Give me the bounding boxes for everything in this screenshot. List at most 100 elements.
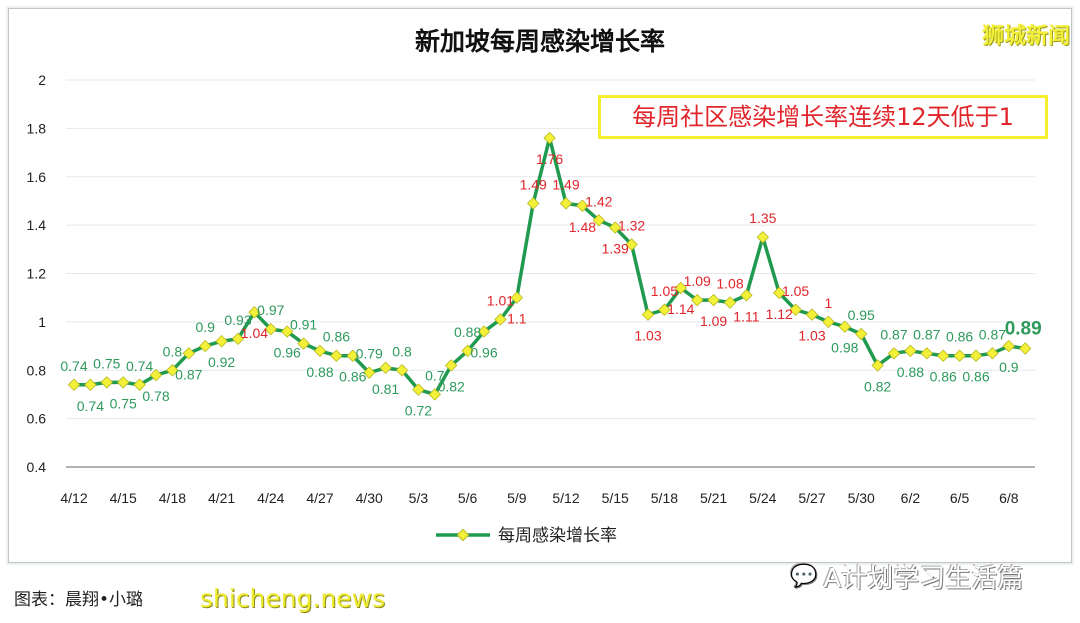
data-point [740, 289, 753, 302]
data-point [674, 281, 688, 295]
data-point [625, 238, 638, 251]
data-point [526, 197, 540, 210]
data-point [280, 325, 294, 338]
x-tick-label: 6/5 [950, 490, 970, 506]
data-point [133, 378, 146, 391]
data-point [313, 344, 327, 358]
data-label: 0.86 [339, 369, 366, 385]
data-point [510, 291, 524, 304]
data-label: 0.7 [425, 367, 445, 383]
data-point [576, 199, 589, 212]
x-tick-label: 5/27 [798, 490, 825, 506]
data-label: 1.14 [667, 301, 694, 317]
x-tick-label: 6/8 [999, 490, 1019, 506]
data-label: 1.08 [716, 276, 743, 292]
y-tick-label: 1 [38, 314, 46, 330]
data-label: 0.81 [372, 381, 399, 397]
data-point [838, 320, 852, 333]
wechat-icon: 💬 [790, 564, 818, 589]
y-tick-label: 2 [38, 72, 46, 88]
y-tick-label: 0.8 [27, 362, 47, 378]
data-point [395, 364, 409, 377]
data-label: 1.12 [766, 306, 793, 322]
data-point [772, 286, 786, 300]
data-label: 0.8 [163, 343, 183, 359]
data-label: 0.98 [831, 340, 858, 356]
x-tick-label: 4/21 [208, 490, 235, 506]
data-label: 1.42 [585, 193, 612, 209]
data-label: 0.86 [962, 369, 989, 385]
footer-credit: 图表：晨翔•小璐 [14, 590, 144, 610]
data-point [887, 347, 901, 360]
legend-label: 每周感染增长率 [498, 526, 617, 546]
data-point [477, 325, 491, 338]
data-label: 1.03 [634, 328, 661, 344]
data-label: 1.76 [536, 151, 563, 167]
data-point [789, 303, 802, 317]
data-label: 0.9 [999, 359, 1019, 375]
x-tick-label: 6/2 [901, 490, 921, 506]
data-label: 0.75 [110, 395, 137, 411]
data-point [592, 214, 606, 227]
data-label: 1.01 [487, 292, 514, 308]
data-label: 0.72 [405, 403, 432, 419]
data-label: 0.87 [913, 326, 940, 342]
data-label: 1.05 [782, 283, 809, 299]
data-point [428, 388, 442, 401]
data-point [412, 383, 425, 396]
data-label: 0.93 [224, 312, 251, 328]
data-point [756, 230, 770, 244]
data-point [67, 378, 81, 391]
data-label: 0.88 [454, 324, 481, 340]
data-label: 1.48 [569, 219, 596, 235]
data-label: 0.79 [356, 346, 383, 362]
data-point [690, 293, 704, 307]
data-label: 0.8 [392, 343, 412, 359]
data-label: 0.82 [864, 378, 891, 394]
data-label: 0.96 [274, 345, 301, 361]
x-tick-label: 4/24 [257, 490, 284, 506]
data-label: 1.11 [733, 308, 759, 324]
x-tick-label: 4/27 [306, 490, 333, 506]
data-label: 0.88 [897, 364, 924, 380]
data-point [346, 349, 360, 362]
data-label: 0.95 [848, 307, 875, 323]
data-point [264, 322, 278, 336]
data-point [198, 339, 212, 353]
data-label: 0.75 [93, 355, 120, 371]
data-label: 0.74 [77, 398, 104, 414]
x-tick-label: 5/21 [700, 490, 727, 506]
data-point [182, 347, 196, 360]
x-tick-label: 5/12 [552, 490, 579, 506]
y-tick-label: 1.2 [27, 266, 47, 282]
data-label: 0.74 [60, 358, 87, 374]
data-point [723, 296, 737, 309]
data-label: 1.39 [602, 241, 629, 257]
data-point [559, 197, 573, 210]
data-label: 1.49 [552, 176, 579, 192]
y-tick-label: 1.4 [27, 217, 47, 233]
data-point [920, 347, 934, 360]
data-label: 0.87 [880, 326, 907, 342]
watermark-logo: 狮城新闻 [981, 24, 1070, 49]
data-point [116, 376, 130, 389]
data-label: 0.86 [323, 329, 350, 345]
data-point [84, 378, 97, 391]
x-tick-label: 5/15 [602, 490, 629, 506]
account-name: A计划学习生活篇 [823, 564, 1024, 594]
data-label: 1.32 [618, 217, 645, 233]
data-label: 0.74 [126, 358, 153, 374]
data-label: 1.35 [749, 210, 776, 226]
data-label: 1.1 [507, 311, 527, 327]
y-tick-label: 1.8 [27, 120, 47, 136]
data-label: 1.09 [700, 313, 727, 329]
x-tick-label: 5/18 [651, 490, 678, 506]
data-label: 1 [825, 295, 833, 311]
x-tick-label: 4/18 [159, 490, 186, 506]
data-label: 0.96 [470, 345, 497, 361]
x-tick-label: 5/24 [749, 490, 776, 506]
data-point [166, 364, 179, 377]
x-tick-label: 5/3 [409, 490, 429, 506]
data-point [641, 308, 655, 321]
